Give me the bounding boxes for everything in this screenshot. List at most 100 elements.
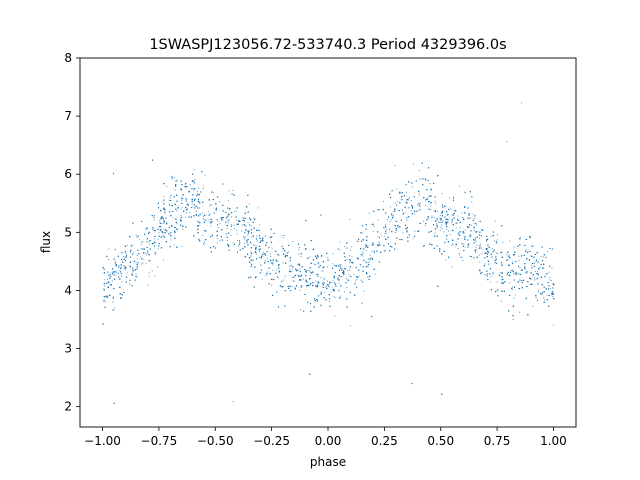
data-point [177,205,179,207]
data-point [247,230,249,232]
data-point [413,213,415,215]
data-point [453,230,455,232]
data-point [458,185,460,187]
data-point [508,254,510,256]
data-point [157,248,159,250]
data-point [362,252,364,254]
data-point [330,291,332,293]
data-point [378,241,380,243]
data-point [283,279,285,281]
data-point [112,296,114,298]
data-point [496,234,498,236]
data-point [442,210,444,212]
data-point [203,215,205,217]
data-point [473,229,475,231]
data-point [497,239,499,241]
data-point [104,301,106,303]
data-point [185,216,187,218]
data-point [261,278,263,280]
data-point [157,238,159,240]
data-point [333,296,335,298]
data-point [186,208,188,210]
data-point [309,256,311,258]
data-point [402,232,404,234]
data-point [476,224,478,226]
data-point [136,236,138,238]
data-point [228,200,229,202]
data-point [448,197,450,199]
data-point [542,297,544,299]
data-point [333,290,335,292]
data-point [234,228,236,230]
data-point [441,221,443,223]
data-point [491,257,493,259]
data-point [362,251,364,253]
data-point [309,275,311,277]
data-point [144,252,146,254]
data-point [173,244,175,246]
data-point [436,226,438,228]
data-point [289,268,291,270]
data-point [299,263,301,265]
data-point [322,270,324,272]
data-point [300,256,302,258]
data-point [173,177,175,179]
data-point [117,272,119,274]
data-point [264,260,266,262]
data-point [281,246,283,248]
data-point [113,307,115,309]
data-point [373,225,375,227]
data-point [316,274,318,276]
data-point [282,245,284,247]
data-point [343,274,345,276]
data-point [311,272,313,274]
data-point [543,299,545,301]
data-point [131,272,133,274]
data-point [208,205,210,207]
data-point [314,263,315,265]
data-point [139,256,141,258]
data-point [191,202,193,204]
data-point [132,244,134,246]
data-point [424,224,426,226]
data-point [163,195,165,197]
data-point [302,278,304,280]
data-point [172,217,174,219]
data-point [239,239,241,241]
data-point [327,257,329,259]
data-point [349,262,351,264]
data-point [320,277,322,279]
data-point [430,188,432,190]
data-point [257,207,259,209]
data-point [327,266,329,268]
data-point [440,224,442,226]
data-point [371,224,373,226]
data-point [383,235,385,237]
data-point [226,225,228,227]
data-point [552,324,554,326]
data-point [140,248,142,250]
data-point [453,210,455,212]
data-point [388,229,390,231]
data-point [458,254,460,256]
data-point [464,191,466,193]
data-point [230,216,232,218]
data-point [502,282,504,284]
data-point [519,311,521,313]
data-point [237,240,239,242]
data-point [245,230,247,232]
data-point [472,213,474,215]
data-point [327,280,329,282]
data-point [217,220,219,222]
data-point [121,281,123,283]
data-point [540,255,542,257]
data-point [385,224,387,226]
data-point [406,217,408,219]
data-point [396,204,398,206]
data-point [300,285,302,287]
data-point [412,163,414,165]
data-point [299,289,301,291]
data-point [530,255,532,257]
data-point [469,255,471,257]
data-point [491,255,493,257]
